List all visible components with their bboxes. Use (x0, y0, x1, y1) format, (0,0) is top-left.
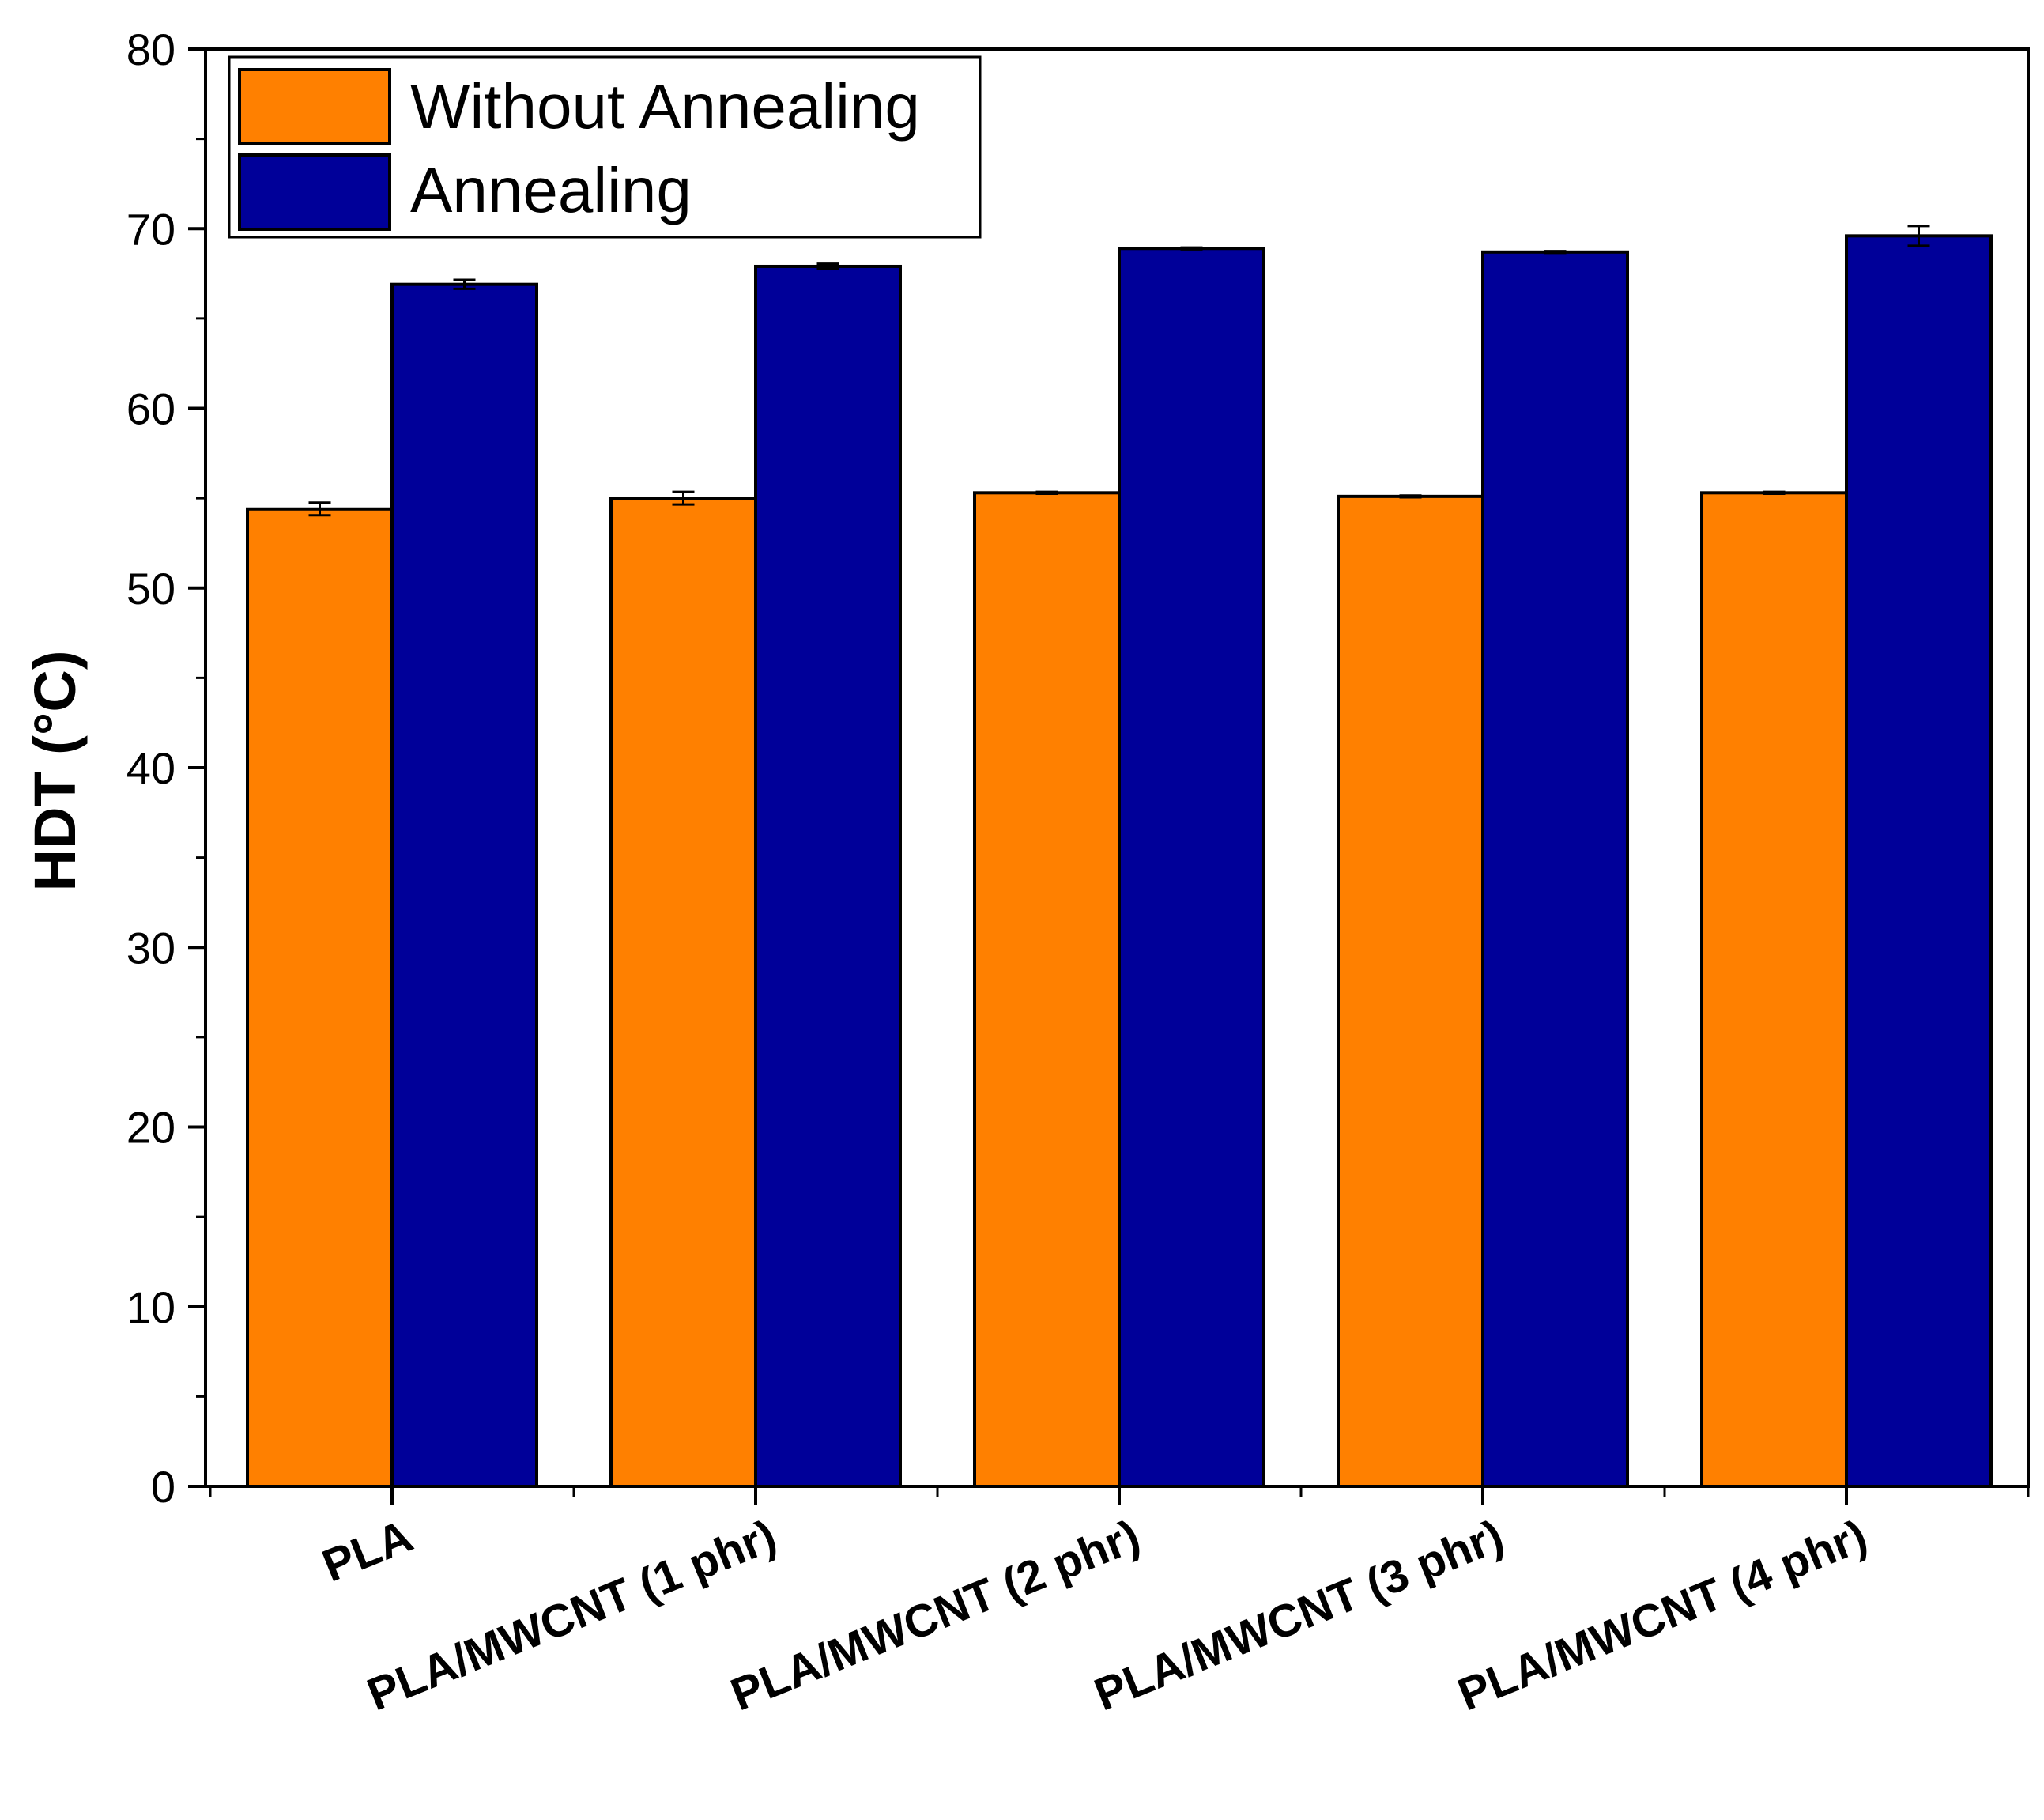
bar-annealing-3 (1481, 250, 1629, 1489)
bar-without-annealing-3 (1337, 494, 1484, 1488)
legend: Without Annealing Annealing (228, 55, 982, 239)
legend-label-annealing: Annealing (410, 155, 692, 225)
legend-label-without-annealing: Without Annealing (410, 71, 920, 142)
y-tick-label: 70 (126, 204, 175, 254)
bars-layer (246, 225, 1993, 1489)
y-tick-label: 80 (126, 25, 175, 74)
bar-annealing-1 (754, 264, 902, 1488)
bar-annealing-4 (1845, 234, 1993, 1489)
bar-without-annealing-1 (609, 497, 757, 1488)
x-category-label: PLA (315, 1510, 420, 1592)
x-category-label: PLA/MWCNT (2 phr) (724, 1510, 1147, 1721)
x-category-label: PLA/MWCNT (1 phr) (360, 1510, 783, 1721)
y-tick-label: 20 (126, 1103, 175, 1153)
y-tick-label: 40 (126, 743, 175, 793)
x-category-label: PLA/MWCNT (3 phr) (1088, 1510, 1510, 1721)
bar-annealing-0 (390, 282, 538, 1488)
x-category-label: PLA/MWCNT (4 phr) (1451, 1510, 1874, 1721)
error-bar-0-0 (308, 501, 331, 517)
error-bar-1-0 (453, 278, 476, 290)
bar-without-annealing-4 (1700, 491, 1848, 1488)
bar-without-annealing-2 (973, 491, 1121, 1488)
y-tick-label: 30 (126, 923, 175, 972)
legend-swatch-without-annealing (238, 68, 391, 145)
bar-without-annealing-0 (246, 507, 394, 1488)
error-bar-1-3 (1544, 250, 1567, 255)
error-bar-1-2 (1180, 246, 1203, 251)
y-tick-label: 60 (126, 384, 175, 434)
error-bar-0-3 (1399, 494, 1422, 499)
error-bar-1-4 (1907, 225, 1930, 247)
bar-annealing-2 (1118, 247, 1265, 1488)
error-bar-0-1 (672, 490, 695, 506)
error-bar-0-4 (1763, 490, 1786, 495)
error-bar-0-2 (1035, 490, 1058, 495)
y-tick-label: 50 (126, 564, 175, 614)
error-bar-1-1 (816, 262, 839, 270)
legend-swatch-annealing (238, 153, 391, 231)
y-axis-ticks: 0 10 20 30 40 50 60 70 80 (126, 25, 206, 1512)
y-axis-title: HDT (°C) (22, 651, 88, 892)
y-tick-label: 10 (126, 1282, 175, 1332)
y-tick-label: 0 (151, 1462, 175, 1512)
